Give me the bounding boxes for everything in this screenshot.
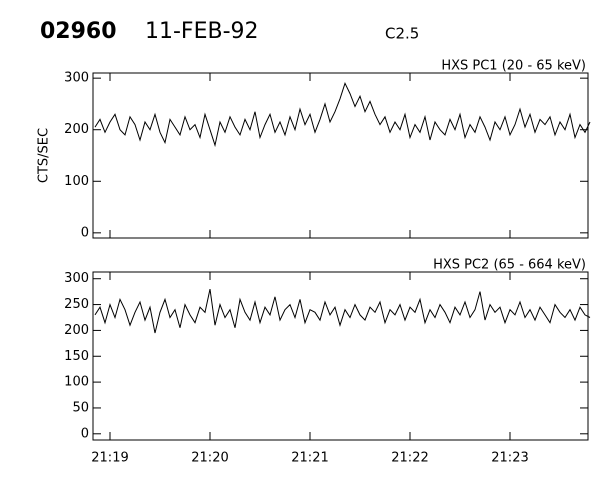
y-tick-label: 150 bbox=[64, 349, 89, 364]
x-tick-label: 21:21 bbox=[291, 451, 328, 466]
y-tick-label: 0 bbox=[81, 225, 89, 240]
y-tick-label: 200 bbox=[64, 323, 89, 338]
y-tick-label: 100 bbox=[64, 174, 89, 189]
flare-class: C2.5 bbox=[385, 25, 419, 43]
x-tick-label: 21:22 bbox=[391, 451, 428, 466]
y-tick-label: 300 bbox=[64, 271, 89, 286]
data-line bbox=[94, 81, 591, 148]
event-id: 02960 bbox=[40, 19, 117, 44]
plot-frame bbox=[92, 72, 589, 239]
y-tick-label: 200 bbox=[64, 122, 89, 137]
x-tick-label: 21:20 bbox=[191, 451, 228, 466]
plot-frame bbox=[92, 271, 589, 441]
panel-title: HXS PC1 (20 - 65 keV) bbox=[441, 59, 586, 74]
y-axis-label: CTS/SEC bbox=[37, 128, 52, 183]
x-tick-label: 21:23 bbox=[491, 451, 528, 466]
data-line bbox=[94, 288, 591, 334]
y-tick-label: 50 bbox=[72, 400, 89, 415]
y-tick-label: 100 bbox=[64, 375, 89, 390]
event-date: 11-FEB-92 bbox=[145, 19, 259, 44]
y-tick-label: 250 bbox=[64, 297, 89, 312]
y-tick-label: 0 bbox=[81, 426, 89, 441]
y-tick-label: 300 bbox=[64, 71, 89, 86]
panel-title: HXS PC2 (65 - 664 keV) bbox=[433, 258, 586, 273]
x-tick-label: 21:19 bbox=[91, 451, 128, 466]
